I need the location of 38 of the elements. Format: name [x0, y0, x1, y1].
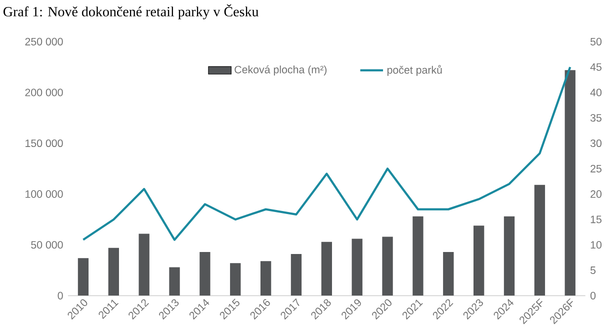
bar	[78, 258, 89, 296]
y2-tick-label: 30	[590, 139, 602, 148]
y2-tick-label: 5	[590, 266, 596, 274]
bar	[260, 261, 272, 296]
y2-tick-label: 35	[590, 114, 602, 122]
bar	[138, 234, 150, 296]
bar	[352, 238, 362, 296]
chart-title: Graf 1: Nově dokončené retail parky v Česku	[4, 4, 259, 20]
bar	[534, 184, 546, 296]
bar	[473, 226, 484, 296]
line-series	[82, 66, 572, 241]
bar	[169, 267, 180, 296]
bar	[443, 252, 454, 296]
y2-tick-label: 50	[590, 38, 602, 46]
y-tick-label: 100 000	[26, 190, 63, 198]
bar	[382, 236, 393, 296]
y2-tick-label: 45	[590, 63, 602, 71]
bar	[230, 263, 241, 296]
legend-label: počet parků	[387, 65, 442, 76]
y-tick-label: 250 000	[25, 38, 63, 46]
bar	[321, 242, 332, 296]
y2-tick-label: 0	[590, 292, 596, 300]
y2-tick-label: 25	[590, 164, 602, 172]
bar	[108, 248, 119, 296]
bar	[412, 216, 424, 296]
y-tick-label: 0	[58, 292, 63, 300]
y2-tick-label: 40	[590, 88, 602, 96]
y2-tick-label: 20	[590, 190, 602, 198]
bar	[564, 70, 576, 296]
bar	[200, 252, 210, 296]
y2-tick-label: 15	[590, 216, 602, 224]
y-tick-label: 150 000	[26, 139, 63, 148]
y-tick-label: 50 000	[31, 241, 63, 249]
y2-tick-label: 10	[590, 241, 602, 249]
bar	[504, 216, 515, 296]
bar	[290, 254, 302, 296]
legend-label: Ceková plocha (m²)	[234, 65, 327, 76]
y-tick-label: 200 000	[25, 88, 63, 96]
